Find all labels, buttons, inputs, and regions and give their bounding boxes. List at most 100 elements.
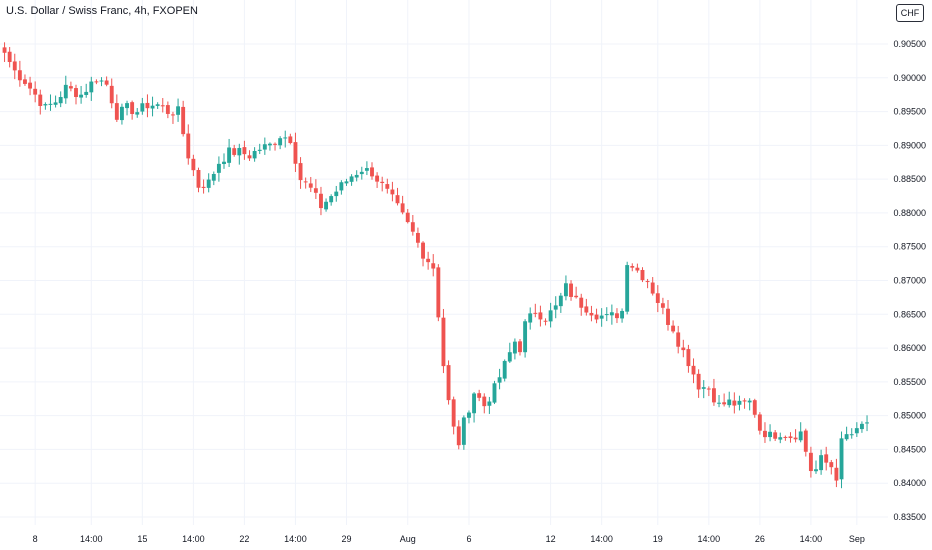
candle-up xyxy=(472,393,477,414)
candle-down xyxy=(191,158,196,171)
candle-up xyxy=(339,182,344,191)
candle-down xyxy=(793,437,798,440)
time-tick-label: 14:00 xyxy=(182,534,205,544)
candle-up xyxy=(63,84,68,99)
candle-down xyxy=(28,82,33,89)
candle-down xyxy=(114,103,119,120)
price-tick-label: 0.85500 xyxy=(893,377,926,387)
candle-up xyxy=(507,352,512,362)
candle-up xyxy=(599,315,604,319)
candle-up xyxy=(523,321,528,353)
candle-down xyxy=(68,86,73,89)
candle-down xyxy=(7,51,12,63)
candle-down xyxy=(436,267,441,318)
candle-up xyxy=(89,81,94,93)
candle-up xyxy=(135,112,140,115)
candle-up xyxy=(53,102,58,105)
price-tick-label: 0.87000 xyxy=(893,276,926,286)
candle-up xyxy=(99,80,104,82)
candle-up xyxy=(84,91,89,95)
candle-down xyxy=(711,388,716,403)
candle-up xyxy=(859,423,864,430)
candle-down xyxy=(722,402,727,405)
candle-up xyxy=(324,201,329,210)
currency-button[interactable]: CHF xyxy=(896,4,924,22)
candle-up xyxy=(262,144,267,150)
candle-down xyxy=(650,282,655,294)
candles xyxy=(2,42,869,489)
candle-down xyxy=(773,432,778,439)
candle-up xyxy=(278,138,283,146)
candle-down xyxy=(385,184,390,189)
candle-down xyxy=(23,79,27,84)
candle-down xyxy=(293,142,298,164)
candle-up xyxy=(814,469,818,472)
candle-up xyxy=(528,313,533,323)
candle-down xyxy=(38,94,43,106)
time-tick-label: Aug xyxy=(400,534,416,544)
candle-up xyxy=(548,310,553,322)
price-tick-label: 0.89000 xyxy=(893,140,926,150)
candle-down xyxy=(319,193,323,209)
candle-down xyxy=(196,170,201,188)
candle-down xyxy=(676,332,681,347)
candle-down xyxy=(456,426,461,446)
time-tick-label: Sep xyxy=(849,534,865,544)
time-axis[interactable]: 8 14:00 15 14:00 22 14:00 29 Aug 6 12 14:00 19 14:00… xyxy=(33,534,865,544)
candle-down xyxy=(834,467,839,481)
time-tick-label: 8 xyxy=(33,534,38,544)
candle-down xyxy=(518,341,522,353)
candle-down xyxy=(303,181,308,183)
candle-down xyxy=(232,148,237,155)
candle-up xyxy=(216,163,221,173)
time-tick-label: 15 xyxy=(137,534,147,544)
candle-down xyxy=(165,105,170,114)
candle-up xyxy=(778,437,783,440)
candle-down xyxy=(441,317,446,367)
candle-down xyxy=(395,195,400,204)
candle-up xyxy=(211,173,216,181)
candle-down xyxy=(589,312,594,316)
candle-down xyxy=(451,399,456,427)
price-tick-label: 0.90000 xyxy=(893,73,926,83)
candle-up xyxy=(558,295,563,307)
candle-down xyxy=(242,147,247,155)
candle-down xyxy=(2,47,7,53)
candle-down xyxy=(732,400,737,406)
price-tick-label: 0.84500 xyxy=(893,444,926,454)
candle-up xyxy=(364,168,369,171)
time-tick-label: 19 xyxy=(653,534,663,544)
candle-up xyxy=(150,105,155,109)
candle-up xyxy=(512,341,517,354)
candle-up xyxy=(865,422,869,424)
candle-up xyxy=(58,97,63,104)
candle-down xyxy=(130,102,135,114)
candle-down xyxy=(421,242,425,259)
candle-up xyxy=(502,360,507,379)
candle-down xyxy=(803,430,808,452)
candle-up xyxy=(176,106,181,115)
candle-down xyxy=(808,452,813,472)
candle-down xyxy=(829,462,834,468)
candle-down xyxy=(533,312,538,314)
time-tick-label: 14:00 xyxy=(698,534,721,544)
price-axis[interactable]: 0.90500 0.90000 0.89500 0.89000 0.88500 0.880… xyxy=(893,39,926,522)
price-tick-label: 0.88500 xyxy=(893,174,926,184)
candle-down xyxy=(33,88,38,95)
candle-down xyxy=(186,133,191,159)
candle-down xyxy=(757,414,762,431)
candle-down xyxy=(640,269,645,281)
candle-up xyxy=(604,314,609,316)
candle-down xyxy=(696,373,701,390)
candle-down xyxy=(17,70,22,81)
candle-down xyxy=(247,155,252,159)
candle-down xyxy=(824,454,829,463)
candle-down xyxy=(431,263,436,269)
time-tick-label: 29 xyxy=(341,534,351,544)
candle-down xyxy=(482,396,487,407)
candle-down xyxy=(380,181,385,184)
candle-down xyxy=(410,222,415,232)
candle-up xyxy=(222,161,226,165)
candle-down xyxy=(763,430,767,438)
